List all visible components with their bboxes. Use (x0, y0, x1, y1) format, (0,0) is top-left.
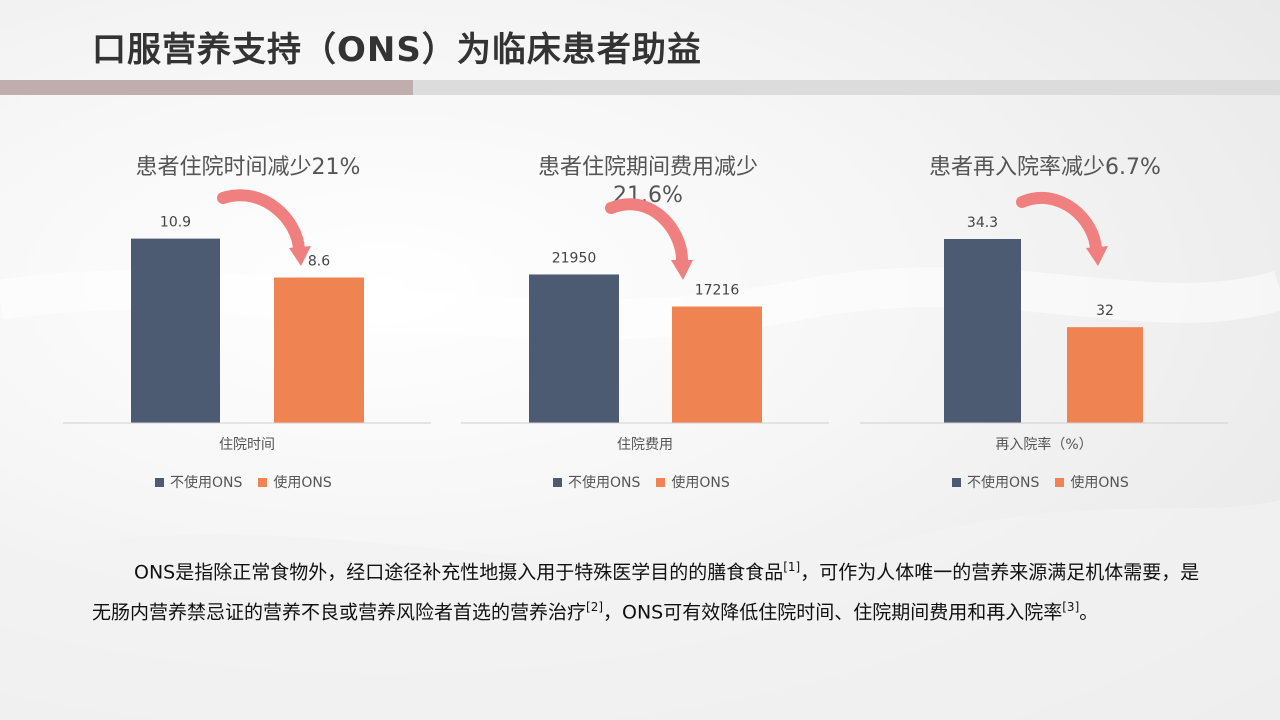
chart-title: 患者住院时间减少21% (135, 155, 361, 180)
body-text-1: ONS是指除正常食物外，经口途径补充性地摄入用于特殊医学目的的膳食食品 (134, 561, 784, 584)
data-label: 21950 (552, 250, 597, 266)
chart-plot: 21950 17216 住院费用 (461, 198, 829, 453)
legend-label: 使用ONS (1070, 475, 1129, 491)
data-label: 32 (1096, 303, 1114, 319)
legend-label: 不使用ONS (967, 475, 1040, 491)
title-accent-bar (0, 80, 413, 95)
body-text-3: ，ONS可有效降低住院时间、住院期间费用和再入院率 (603, 601, 1063, 624)
legend-swatch (553, 477, 562, 487)
chart-legend: 不使用ONS 使用ONS (553, 472, 730, 492)
chart-hospital-stay: 患者住院时间减少21% 10.9 8.6 住院时间 不使用ONS 使用ONS (63, 140, 433, 500)
chart-hospital-cost: 患者住院期间费用减少21.6% 21950 17216 住院费用 不使用ONS 使用… (461, 140, 831, 500)
bar-no-ons (131, 238, 220, 423)
reference-2: [2] (586, 600, 604, 615)
x-axis-label: 住院时间 (219, 437, 275, 453)
bar-ons (672, 306, 762, 423)
legend-item-no-ons: 不使用ONS (553, 472, 640, 492)
legend-item-ons: 使用ONS (656, 472, 730, 492)
chart-title: 患者再入院率减少6.7% (929, 155, 1161, 180)
trend-arrow (217, 189, 305, 256)
chart-legend: 不使用ONS 使用ONS (155, 472, 332, 492)
chart-legend: 不使用ONS 使用ONS (952, 472, 1129, 492)
data-label: 34.3 (967, 215, 998, 231)
chart-plot: 10.9 8.6 住院时间 (63, 189, 431, 453)
legend-swatch (258, 477, 268, 487)
legend-swatch (155, 477, 164, 487)
trend-arrow (605, 198, 689, 268)
bar-ons (274, 277, 364, 423)
body-text-2: ，可作为人体唯一的营养来源满足机体需要，是无肠内营养禁忌证的营养不良或营养风险者… (92, 561, 1200, 624)
bar-no-ons (944, 239, 1021, 423)
x-axis-label: 住院费用 (617, 437, 673, 453)
data-label: 10.9 (160, 215, 191, 231)
page-title: 口服营养支持（ONS）为临床患者助益 (92, 30, 702, 70)
legend-item-ons: 使用ONS (258, 472, 332, 492)
legend-item-ons: 使用ONS (1055, 472, 1129, 492)
legend-swatch (656, 477, 666, 487)
data-label: 17216 (695, 283, 740, 299)
trend-arrow-head (289, 246, 311, 266)
legend-swatch (1055, 477, 1065, 487)
chart-readmission: 患者再入院率减少6.7% 34.3 32 再入院率（%） 不使用ONS 使用ONS (860, 140, 1230, 500)
title-divider-bar (413, 80, 1280, 95)
reference-3: [3] (1062, 600, 1080, 615)
bar-ons (1067, 327, 1143, 423)
legend-label: 不使用ONS (568, 475, 641, 491)
x-axis-label: 再入院率（%） (995, 436, 1092, 453)
chart-plot: 34.3 32 再入院率（%） (860, 191, 1228, 453)
body-paragraph: ONS是指除正常食物外，经口途径补充性地摄入用于特殊医学目的的膳食食品[1]，可… (92, 550, 1202, 631)
reference-1: [1] (783, 560, 801, 574)
trend-arrow (1016, 191, 1102, 256)
legend-label: 使用ONS (671, 475, 730, 491)
trend-arrow-head (671, 260, 693, 280)
legend-label: 不使用ONS (170, 475, 243, 491)
legend-item-no-ons: 不使用ONS (155, 472, 242, 492)
legend-label: 使用ONS (273, 475, 332, 491)
data-label: 8.6 (308, 254, 330, 270)
legend-item-no-ons: 不使用ONS (952, 472, 1039, 492)
legend-swatch (952, 477, 961, 487)
bar-no-ons (529, 274, 619, 423)
trend-arrow-head (1086, 246, 1108, 266)
body-text-4: 。 (1079, 601, 1099, 624)
